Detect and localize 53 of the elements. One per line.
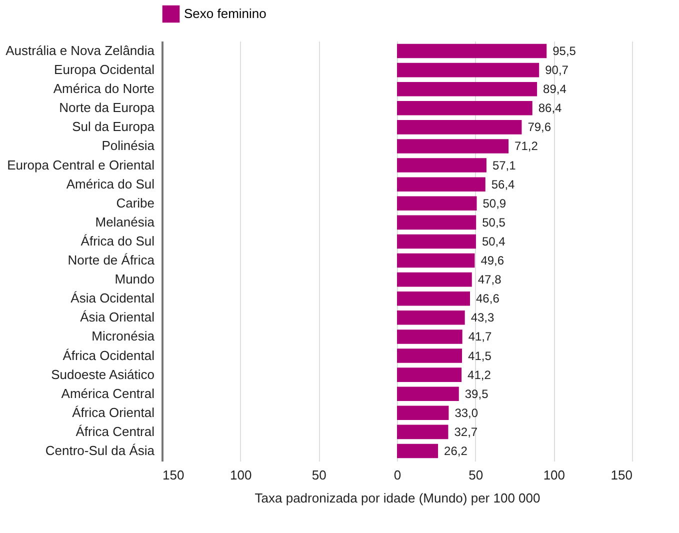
y-tick-label: África Central [76,424,155,439]
data-label: 26,2 [444,444,468,458]
y-tick-label: Micronésia [92,328,156,344]
data-label: 43,3 [470,310,495,325]
data-label: 50,5 [482,215,506,230]
data-label: 57,1 [492,158,516,172]
data-label: 50,4 [482,234,506,248]
x-tick-label: 0 [394,468,402,482]
y-tick-label: Ásia Oriental [80,310,155,325]
data-label: 56,4 [491,177,516,192]
data-label: 41,5 [468,348,492,363]
x-tick-label: 50 [468,468,484,482]
data-label: 41,2 [468,368,492,382]
y-tick-label: Centro-Sul da Ásia [45,443,156,458]
y-tick-label: Austrália e Nova Zelândia [6,43,156,58]
data-label: 33,0 [454,406,478,420]
legend-label: Sexo feminino [184,6,266,21]
x-axis-title: Taxa padronizada por idade (Mundo) per 100 000 [254,490,540,506]
data-label: 32,7 [454,424,478,439]
y-tick-label: África Oriental [72,404,155,420]
y-tick-label: Caribe [116,195,154,210]
y-tick-label: Sul da Europa [72,119,156,134]
data-label: 90,7 [545,63,569,78]
y-tick-label: América do Norte [53,81,154,96]
data-label: 89,4 [543,82,567,96]
y-tick-label: África Ocidental [62,348,155,363]
data-label: 41,7 [468,330,492,344]
y-tick-label: Polinésia [102,138,156,154]
y-tick-label: Sudoeste Asiático [51,366,154,382]
data-label: 86,4 [538,101,562,116]
y-tick-label: Melanésia [95,214,156,230]
y-tick-label: América do Sul [66,176,155,192]
x-tick-label: 150 [162,468,184,482]
data-label: 50,9 [482,196,506,210]
data-label: 71,2 [514,139,538,154]
y-tick-label: Mundo [114,272,154,287]
y-tick-label: América Central [61,386,155,401]
data-label: 46,6 [476,292,500,306]
data-label: 49,6 [480,254,504,268]
x-tick-label: 100 [543,468,566,482]
data-label: 47,8 [478,272,502,287]
y-tick-label: África do Sul [80,233,155,248]
y-tick-label: Ásia Ocidental [70,290,155,306]
y-tick-label: Norte de África [68,252,156,268]
x-tick-label: 150 [610,468,632,482]
data-label: 79,6 [528,120,552,134]
y-tick-label: Norte da Europa [59,100,156,116]
x-tick-label: 100 [230,468,252,482]
x-tick-label: 50 [312,468,326,482]
y-tick-label: Europa Central e Oriental [7,157,155,172]
data-label: 95,5 [552,44,576,58]
data-label: 39,5 [464,386,489,401]
y-tick-label: Europa Ocidental [54,62,155,78]
